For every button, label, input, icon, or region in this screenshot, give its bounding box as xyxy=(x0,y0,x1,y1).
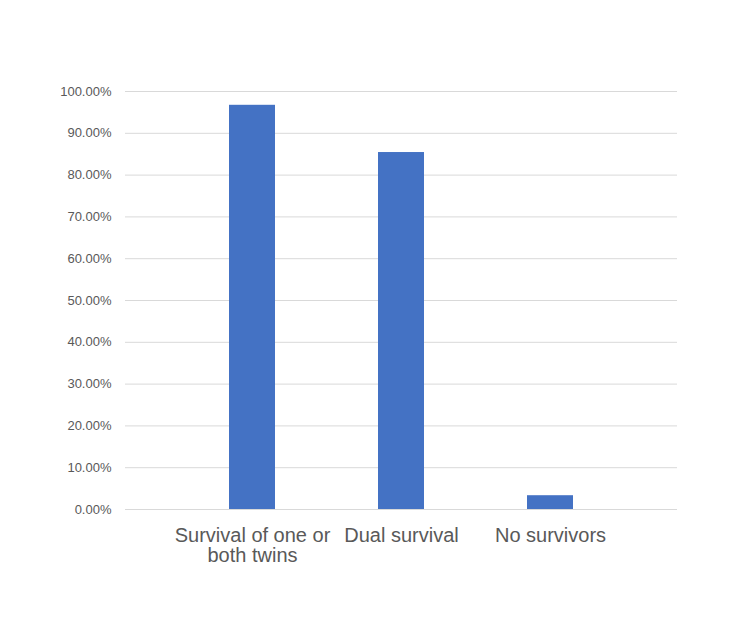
svg-text:90.00%: 90.00% xyxy=(67,125,112,140)
svg-text:60.00%: 60.00% xyxy=(67,251,112,266)
svg-text:40.00%: 40.00% xyxy=(67,334,112,349)
svg-text:No survivors: No survivors xyxy=(495,524,606,546)
svg-text:70.00%: 70.00% xyxy=(67,209,112,224)
svg-text:50.00%: 50.00% xyxy=(67,293,112,308)
svg-text:20.00%: 20.00% xyxy=(67,418,112,433)
svg-text:Survival of one orboth twins: Survival of one orboth twins xyxy=(175,524,331,566)
svg-text:80.00%: 80.00% xyxy=(67,167,112,182)
svg-text:30.00%: 30.00% xyxy=(67,376,112,391)
svg-text:0.00%: 0.00% xyxy=(75,502,112,517)
svg-text:Dual survival: Dual survival xyxy=(344,524,458,546)
svg-text:10.00%: 10.00% xyxy=(67,460,112,475)
svg-text:100.00%: 100.00% xyxy=(60,84,112,99)
